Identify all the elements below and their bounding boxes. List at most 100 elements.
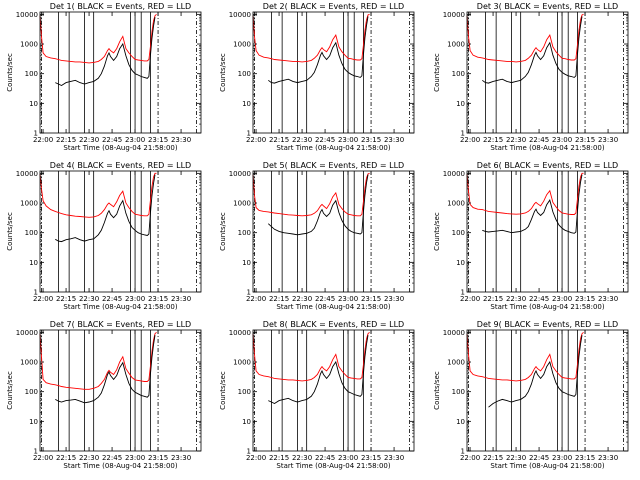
x-tick-label: 23:00 [125, 295, 145, 303]
lld-series-line [252, 331, 370, 382]
plot-frame [466, 170, 629, 293]
y-tick-label: 10000 [16, 170, 38, 178]
panel-title: Det 5( BLACK = Events, RED = LLD [263, 161, 404, 170]
plot-frame [252, 11, 415, 134]
panel-det-8: Det 8( BLACK = Events, RED = LLD 1 10 100 10… [219, 320, 415, 470]
panel-title: Det 2( BLACK = Events, RED = LLD [263, 2, 404, 11]
y-axis-label: Counts/sec [219, 371, 227, 410]
y-tick-label: 100 [452, 70, 465, 78]
y-tick-label: 1000 [233, 359, 251, 367]
y-tick-label: 1 [461, 289, 465, 297]
y-tick-label: 10 [242, 259, 251, 267]
y-tick-label: 100 [25, 388, 38, 396]
x-tick-label: 23:30 [384, 295, 404, 303]
y-tick-label: 10 [456, 100, 465, 108]
x-tick-label: 23:15 [148, 295, 168, 303]
y-tick-label: 10000 [16, 11, 38, 19]
panel-det-9: Det 9( BLACK = Events, RED = LLD 1 10 100 10… [433, 320, 629, 470]
y-tick-label: 10000 [443, 170, 465, 178]
x-tick-label: 22:30 [79, 454, 99, 462]
y-tick-label: 10000 [443, 11, 465, 19]
x-tick-label: 23:30 [598, 136, 618, 144]
y-tick-label: 1 [247, 448, 251, 456]
y-tick-label: 100 [238, 388, 251, 396]
events-series-line [267, 174, 369, 236]
x-tick-label: 23:15 [148, 454, 168, 462]
x-tick-label: 22:45 [315, 295, 335, 303]
x-tick-label: 22:30 [506, 136, 526, 144]
y-tick-label: 1000 [20, 200, 38, 208]
x-tick-label: 23:15 [361, 136, 381, 144]
y-tick-label: 10 [456, 259, 465, 267]
y-tick-label: 1 [461, 130, 465, 138]
panel-det-1: Det 1( BLACK = Events, RED = LLD 1 10 100 10… [6, 2, 202, 152]
x-axis-label: Start Time (08-Aug-04 21:58:00) [276, 144, 390, 152]
x-axis-label: Start Time (08-Aug-04 21:58:00) [63, 462, 177, 470]
x-tick-label: 23:00 [552, 295, 572, 303]
x-tick-label: 23:00 [125, 454, 145, 462]
plot-frame [466, 329, 629, 452]
x-tick-label: 22:45 [102, 136, 122, 144]
y-tick-label: 1 [34, 448, 38, 456]
x-tick-label: 22:00 [246, 136, 266, 144]
y-tick-label: 1000 [20, 41, 38, 49]
x-tick-label: 22:00 [460, 454, 480, 462]
x-tick-label: 22:15 [483, 295, 503, 303]
x-axis-label: Start Time (08-Aug-04 21:58:00) [276, 303, 390, 311]
x-tick-label: 23:15 [575, 136, 595, 144]
panel-title: Det 3( BLACK = Events, RED = LLD [477, 2, 618, 11]
x-axis-label: Start Time (08-Aug-04 21:58:00) [490, 462, 604, 470]
x-tick-label: 23:00 [552, 136, 572, 144]
x-tick-label: 22:30 [79, 136, 99, 144]
panel-det-7: Det 7( BLACK = Events, RED = LLD 1 10 100 10… [6, 320, 202, 470]
x-tick-label: 22:15 [269, 454, 289, 462]
panel-det-3: Det 3( BLACK = Events, RED = LLD 1 10 100 10… [433, 2, 629, 152]
y-tick-label: 10 [29, 100, 38, 108]
y-tick-label: 1 [461, 448, 465, 456]
panel-title: Det 1( BLACK = Events, RED = LLD [50, 2, 191, 11]
y-tick-label: 10000 [229, 170, 251, 178]
x-tick-label: 22:45 [315, 454, 335, 462]
y-tick-label: 10 [456, 418, 465, 426]
x-tick-label: 23:15 [575, 454, 595, 462]
x-tick-label: 23:30 [598, 454, 618, 462]
events-series-line [55, 174, 156, 243]
lld-series-line [252, 13, 370, 63]
x-tick-label: 22:45 [529, 136, 549, 144]
y-tick-label: 1000 [447, 41, 465, 49]
y-tick-label: 1000 [447, 359, 465, 367]
panel-title: Det 8( BLACK = Events, RED = LLD [263, 320, 404, 329]
x-tick-label: 22:15 [56, 295, 76, 303]
y-axis-label: Counts/sec [6, 212, 14, 251]
lld-series-line [39, 172, 157, 218]
y-axis-label: Counts/sec [433, 212, 441, 251]
panel-title: Det 6( BLACK = Events, RED = LLD [477, 161, 618, 170]
panel-det-6: Det 6( BLACK = Events, RED = LLD 1 10 100 10… [433, 161, 629, 311]
x-tick-label: 22:45 [529, 295, 549, 303]
x-tick-label: 22:45 [102, 295, 122, 303]
panel-det-4: Det 4( BLACK = Events, RED = LLD 1 10 100 10… [6, 161, 202, 311]
panel-det-2: Det 2( BLACK = Events, RED = LLD 1 10 100 10… [219, 2, 415, 152]
lld-series-line [39, 331, 157, 390]
x-axis-label: Start Time (08-Aug-04 21:58:00) [490, 303, 604, 311]
y-tick-label: 1000 [20, 359, 38, 367]
x-tick-label: 23:30 [171, 454, 191, 462]
x-tick-label: 22:45 [102, 454, 122, 462]
y-tick-label: 1 [247, 289, 251, 297]
panel-det-5: Det 5( BLACK = Events, RED = LLD 1 10 100 10… [219, 161, 415, 311]
y-tick-label: 10000 [229, 329, 251, 337]
panel-title: Det 7( BLACK = Events, RED = LLD [50, 320, 191, 329]
y-tick-label: 1 [34, 289, 38, 297]
events-series-line [55, 335, 156, 404]
x-tick-label: 23:15 [361, 295, 381, 303]
x-tick-label: 22:00 [460, 136, 480, 144]
y-axis-label: Counts/sec [219, 53, 227, 92]
x-tick-label: 23:30 [171, 295, 191, 303]
y-tick-label: 1 [34, 130, 38, 138]
x-tick-label: 22:15 [483, 136, 503, 144]
x-tick-label: 23:30 [171, 136, 191, 144]
y-tick-label: 100 [238, 229, 251, 237]
x-tick-label: 23:15 [361, 454, 381, 462]
y-tick-label: 100 [452, 388, 465, 396]
